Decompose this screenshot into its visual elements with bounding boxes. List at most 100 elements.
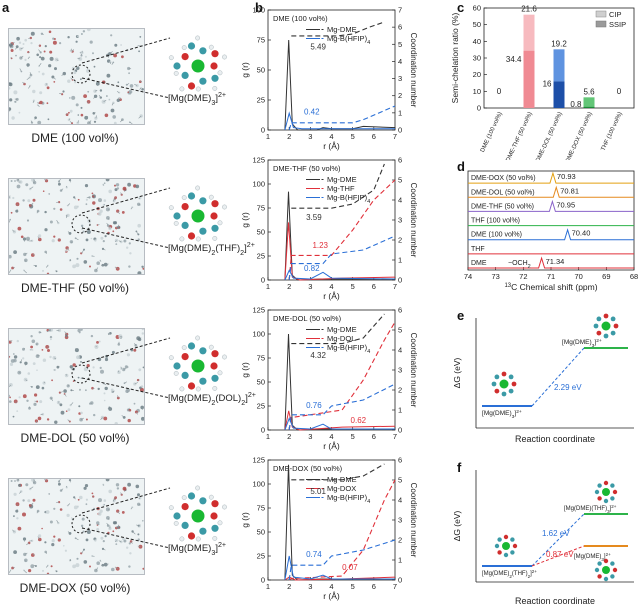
bond — [136, 524, 139, 527]
y2-tick-label: 6 — [398, 306, 402, 315]
atom — [94, 568, 98, 573]
atom — [80, 361, 82, 363]
atom — [53, 207, 56, 210]
bond — [118, 97, 120, 101]
atom — [100, 236, 104, 240]
bond — [86, 101, 89, 103]
atom — [63, 389, 67, 393]
atom — [77, 498, 80, 501]
x-tick-label: 7 — [393, 582, 397, 591]
bond — [95, 567, 99, 571]
atom — [199, 47, 207, 55]
y2-tick-label: 1 — [398, 108, 402, 117]
bond — [30, 504, 34, 507]
rdf-line — [284, 269, 396, 281]
bar-value-label: 5.6 — [583, 87, 595, 96]
category-label: THF (100 vol%) — [601, 111, 624, 152]
atom — [594, 489, 600, 495]
bond — [25, 379, 28, 382]
atom — [32, 498, 36, 502]
x-tick-label: 4 — [329, 282, 333, 291]
bond — [120, 119, 123, 123]
atom — [13, 399, 18, 404]
zoom-callout — [81, 485, 227, 549]
atom — [51, 239, 55, 243]
bond — [32, 553, 35, 556]
atom — [85, 503, 88, 506]
atom — [44, 210, 47, 214]
nmr-chart: 74 73 72 71 70 69 68 13C Chemical shift (ppm) DM… — [464, 170, 638, 292]
trace-label: DME (100 vol%) — [471, 232, 522, 239]
x-tick-label: 72 — [519, 272, 527, 281]
hydrogen — [195, 35, 200, 41]
y2-axis-label: Coordination number — [409, 333, 418, 408]
atom — [93, 65, 96, 68]
bond — [101, 264, 103, 266]
atom — [173, 362, 181, 370]
bond — [71, 517, 73, 520]
hydrogen — [212, 236, 218, 241]
atom — [501, 391, 507, 397]
atom — [53, 38, 56, 40]
x-tick-label: 1 — [266, 282, 270, 291]
atom — [181, 203, 189, 211]
bond — [128, 410, 131, 412]
atom — [13, 355, 18, 359]
y-axis-label: g (r) — [240, 62, 250, 78]
chart-title: DME-THF (50 vol%) — [273, 164, 341, 173]
bond — [60, 488, 64, 491]
atom — [137, 493, 140, 497]
bond — [19, 485, 21, 487]
bond — [19, 491, 22, 494]
hydrogen — [181, 45, 187, 50]
atom — [610, 330, 616, 336]
atom — [20, 235, 24, 239]
peak-label: 70.81 — [560, 186, 579, 195]
atom — [115, 483, 120, 487]
bond — [12, 41, 15, 44]
atom — [9, 400, 12, 403]
bond — [67, 531, 71, 534]
atom — [99, 209, 103, 213]
atom — [137, 233, 140, 236]
hydrogen — [212, 386, 218, 391]
y-tick-label: 50 — [257, 228, 265, 237]
atom — [14, 180, 16, 182]
atom — [612, 489, 618, 495]
y2-tick-label: 0 — [398, 126, 402, 135]
atom — [52, 40, 57, 45]
atom — [98, 498, 102, 503]
bond — [121, 415, 125, 418]
y2-tick-label: 1 — [398, 256, 402, 265]
atom — [28, 569, 32, 573]
bond — [26, 542, 30, 546]
atom — [134, 410, 138, 414]
x-tick-label: 7 — [393, 132, 397, 141]
hydrogen — [168, 355, 174, 361]
zoom-line — [81, 227, 171, 249]
atom — [17, 370, 22, 375]
y-tick-label: 40 — [473, 37, 481, 46]
bond — [85, 115, 89, 119]
y-axis-label: Semi-chelation ratio (%) — [450, 12, 460, 103]
bond — [130, 207, 133, 210]
legend-label: Mg-B(HFIP)4 — [327, 34, 370, 46]
bond — [120, 492, 122, 495]
atom — [22, 199, 25, 202]
cn-annotation: 0.82 — [304, 264, 320, 273]
atom — [48, 64, 52, 68]
bond — [113, 351, 115, 353]
bond — [112, 197, 116, 201]
atom — [508, 374, 514, 380]
atom — [106, 216, 110, 220]
atom — [210, 62, 218, 70]
x-tick-label: 1 — [266, 582, 270, 591]
atom — [610, 483, 615, 488]
x-tick-label: 2 — [287, 282, 291, 291]
atom — [129, 252, 132, 255]
hydrogen — [173, 71, 179, 76]
bond — [130, 507, 133, 510]
bond — [99, 560, 102, 562]
atom — [80, 78, 82, 81]
chart-title: DME-DOL (50 vol%) — [273, 314, 342, 323]
